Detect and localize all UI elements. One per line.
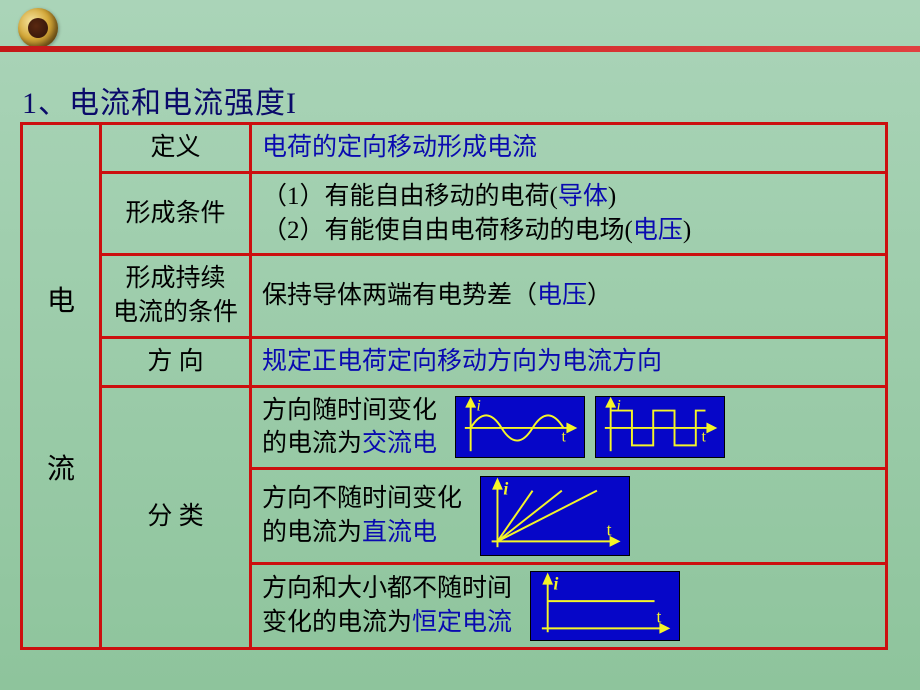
svg-text:i: i [616, 398, 620, 415]
label-definition: 定义 [101, 124, 251, 173]
text-definition: 电荷的定向移动形成电流 [251, 124, 887, 173]
row-ac: 分 类 方向随时间变化 的电流为交流电 i t [22, 386, 887, 469]
diagram-dc-multi: i t [480, 476, 630, 556]
text-conditions: （1）有能自由移动的电荷(导体) （2）有能使自由电荷移动的电场(电压) [251, 172, 887, 255]
current-table: 电 流 定义 电荷的定向移动形成电流 形成条件 （1）有能自由移动的电荷(导体)… [20, 122, 888, 650]
svg-text:t: t [607, 520, 612, 540]
svg-text:t: t [702, 429, 707, 446]
row-conditions: 形成条件 （1）有能自由移动的电荷(导体) （2）有能使自由电荷移动的电场(电压… [22, 172, 887, 255]
label-direction: 方 向 [101, 337, 251, 386]
svg-text:i: i [503, 479, 508, 499]
logo-inner [28, 18, 48, 38]
row-direction: 方 向 规定正电荷定向移动方向为电流方向 [22, 337, 887, 386]
cell-dc: 方向不随时间变化 的电流为直流电 i t [251, 469, 887, 564]
row-definition: 电 流 定义 电荷的定向移动形成电流 [22, 124, 887, 173]
page-title: 1、电流和电流强度I [22, 78, 297, 122]
diagram-ac-square: i t [595, 396, 725, 458]
diagram-steady: i t [530, 571, 680, 641]
diagram-ac-sine: i t [455, 396, 585, 458]
row-group-label: 电 流 [22, 124, 101, 649]
svg-text:t: t [562, 429, 567, 446]
row-sustain: 形成持续 电流的条件 保持导体两端有电势差（电压） [22, 255, 887, 338]
text-sustain: 保持导体两端有电势差（电压） [251, 255, 887, 338]
cell-ac: 方向随时间变化 的电流为交流电 i t [251, 386, 887, 469]
svg-text:i: i [554, 573, 559, 593]
text-direction: 规定正电荷定向移动方向为电流方向 [251, 337, 887, 386]
group-char-1: 电 [47, 286, 75, 317]
svg-text:i: i [476, 398, 480, 415]
logo-badge [18, 8, 58, 48]
label-conditions: 形成条件 [101, 172, 251, 255]
group-char-2: 流 [47, 454, 75, 485]
cell-steady: 方向和大小都不随时间 变化的电流为恒定电流 i t [251, 564, 887, 649]
svg-text:t: t [657, 607, 662, 627]
label-category: 分 类 [101, 386, 251, 649]
label-sustain: 形成持续 电流的条件 [101, 255, 251, 338]
red-divider [0, 46, 920, 52]
